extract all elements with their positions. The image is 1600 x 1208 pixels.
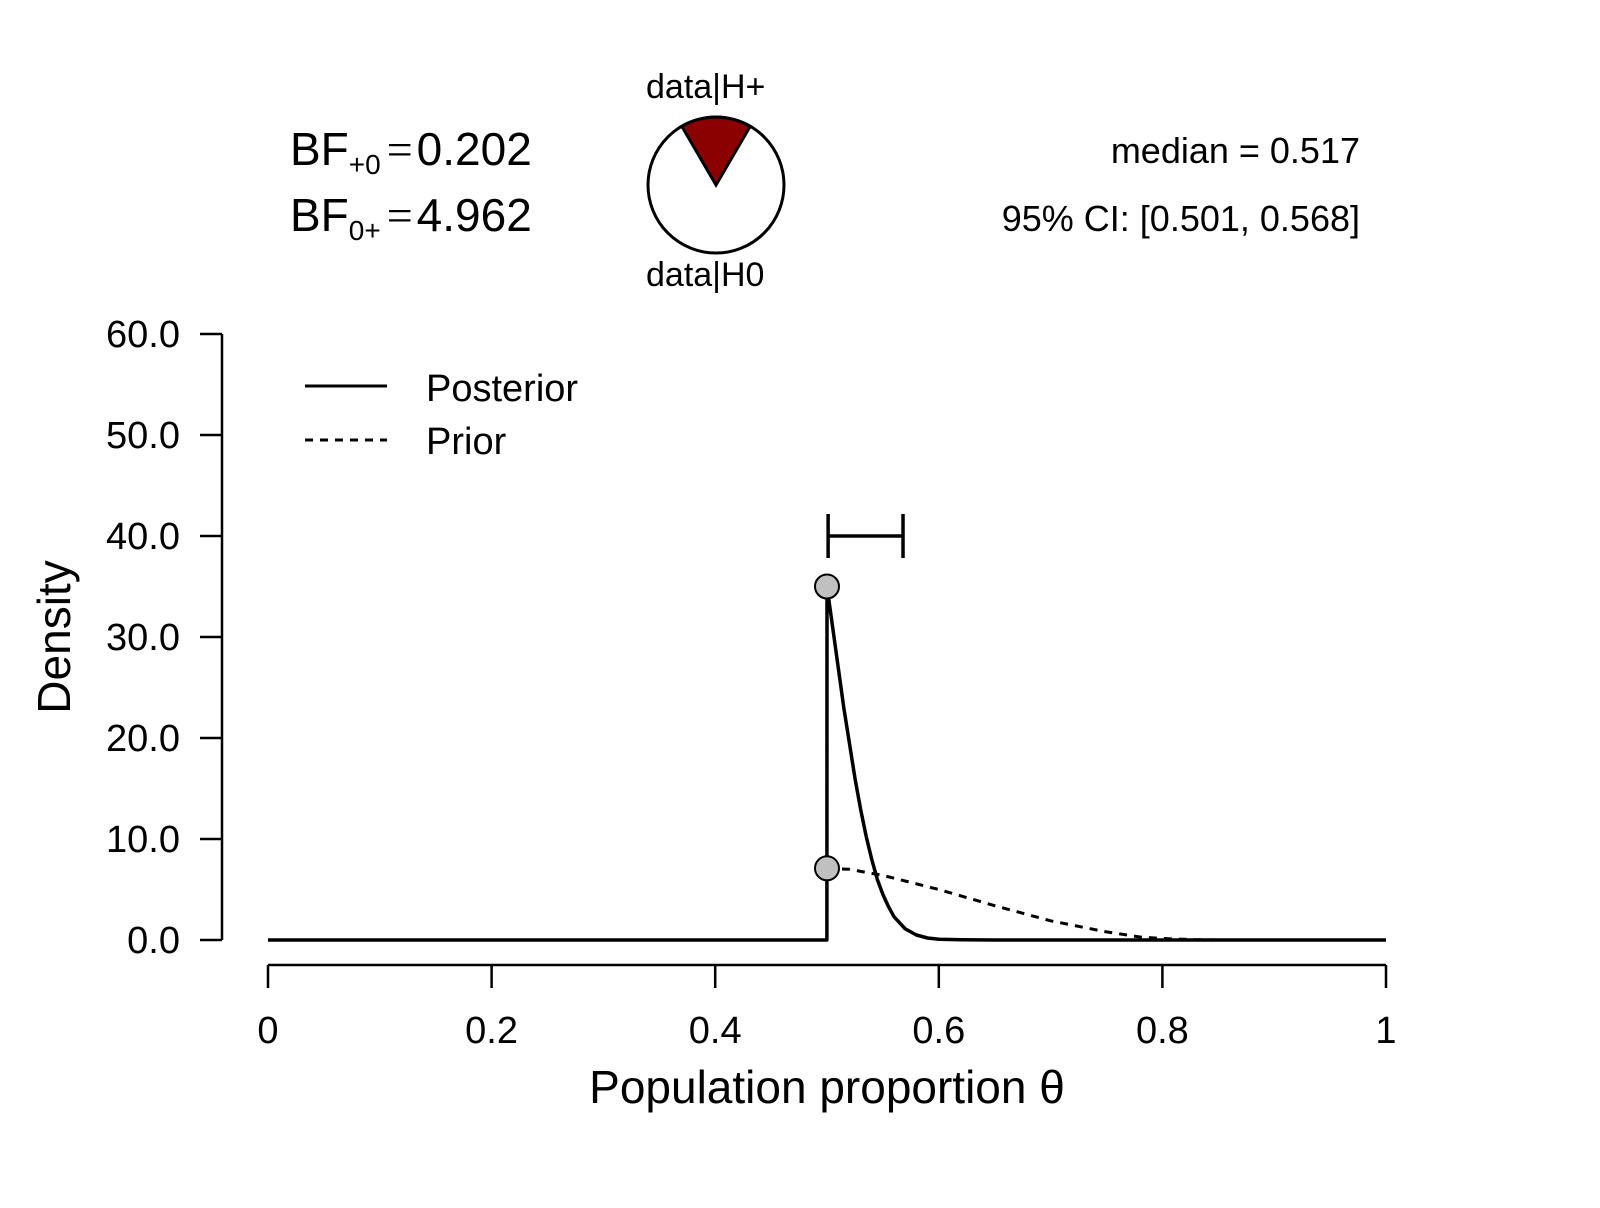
y-tick-label: 50.0: [106, 415, 180, 457]
pie-bottom-label: data|H0: [646, 256, 765, 294]
pie-hplus-slice: [679, 115, 753, 188]
y-axis: 0.0 10.0 20.0 30.0 40.0 50.0 60.0: [106, 314, 224, 962]
bf-plus0-value: 0.202: [416, 123, 532, 175]
x-tick-label: 0: [257, 1010, 278, 1052]
bf-plus0-subscript: +0: [348, 149, 381, 180]
x-tick-label: 0.6: [912, 1010, 965, 1052]
series-posterior-line: [268, 584, 1386, 942]
x-tick-label: 0.2: [465, 1010, 518, 1052]
x-axis-title: Population proportion θ: [589, 1061, 1065, 1113]
y-tick-label: 0.0: [127, 920, 180, 962]
x-axis: 0 0.2 0.4 0.6 0.8 1: [257, 963, 1397, 1052]
legend-prior-label: Prior: [426, 421, 507, 463]
y-tick-label: 40.0: [106, 516, 180, 558]
bf-0plus-value: 4.962: [416, 189, 532, 241]
y-tick-label: 20.0: [106, 718, 180, 760]
y-tick-label: 30.0: [106, 617, 180, 659]
median-text: median = 0.517: [1110, 130, 1360, 171]
bf-plus0-text: BF+0 =0.202: [290, 123, 532, 180]
y-tick-label: 60.0: [106, 314, 180, 356]
bf-plus0-label: BF: [290, 123, 349, 175]
bf-0plus-text: BF0+ =4.962: [290, 189, 532, 246]
x-tick-label: 1: [1375, 1010, 1396, 1052]
point-posterior-at-null: [814, 573, 840, 600]
legend-posterior-label: Posterior: [426, 368, 578, 410]
evidence-pie: [646, 115, 786, 255]
y-tick-label: 10.0: [106, 819, 180, 861]
x-tick-label: 0.8: [1136, 1010, 1189, 1052]
bf-0plus-label: BF: [290, 189, 349, 241]
credible-interval-bar: [826, 514, 905, 558]
pie-top-label: data|H+: [646, 68, 766, 106]
legend: Posterior Prior: [305, 368, 578, 463]
point-prior-at-null: [814, 855, 840, 882]
series-prior-line: [826, 866, 1386, 942]
ci-text: 95% CI: [0.501, 0.568]: [1001, 198, 1360, 239]
y-axis-title: Density: [28, 560, 80, 713]
bf-0plus-subscript: 0+: [348, 215, 381, 246]
x-tick-label: 0.4: [689, 1010, 742, 1052]
